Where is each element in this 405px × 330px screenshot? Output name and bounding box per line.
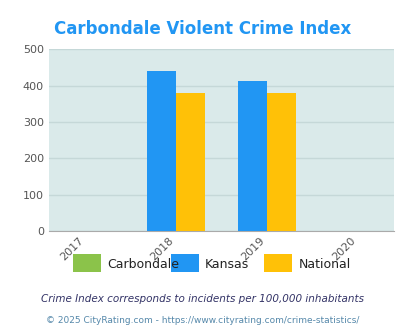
Text: Kansas: Kansas: [205, 257, 249, 271]
Bar: [266, 93, 295, 231]
Bar: [237, 82, 266, 231]
Text: Carbondale: Carbondale: [107, 257, 179, 271]
Text: © 2025 CityRating.com - https://www.cityrating.com/crime-statistics/: © 2025 CityRating.com - https://www.city…: [46, 315, 359, 325]
Text: Carbondale Violent Crime Index: Carbondale Violent Crime Index: [54, 20, 351, 38]
Bar: [147, 71, 175, 231]
Bar: [175, 93, 205, 231]
Text: National: National: [298, 257, 350, 271]
Text: Crime Index corresponds to incidents per 100,000 inhabitants: Crime Index corresponds to incidents per…: [41, 294, 364, 304]
